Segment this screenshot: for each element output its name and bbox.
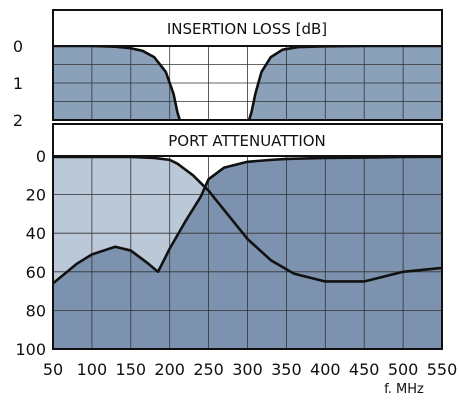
port-attenuation-frame: [52, 155, 443, 350]
xtick-500: 500: [388, 360, 419, 379]
port-attenuation-ytick-0: 0: [36, 147, 46, 166]
xtick-300: 300: [232, 360, 263, 379]
port-attenuation-ytick-100: 100: [15, 340, 46, 359]
xtick-400: 400: [310, 360, 341, 379]
insertion-loss-frame: [52, 45, 443, 121]
port-attenuation-title: PORT ATTENUATTION: [168, 132, 326, 150]
xtick-250: 250: [193, 360, 224, 379]
port-attenuation-ytick-60: 60: [26, 263, 46, 282]
xtick-150: 150: [116, 360, 147, 379]
frequency-x-ticks: 50 100 150 200 250 300 350 400 450 500 550: [43, 360, 457, 379]
port-attenuation-ytick-40: 40: [26, 224, 46, 243]
insertion-loss-curve-2: [247, 46, 442, 120]
xtick-100: 100: [77, 360, 108, 379]
xtick-50: 50: [43, 360, 63, 379]
xtick-200: 200: [154, 360, 185, 379]
xtick-350: 350: [271, 360, 302, 379]
insertion-loss-ytick-0: 0: [13, 37, 23, 56]
xtick-550: 550: [427, 360, 458, 379]
x-axis-label: f. MHz: [384, 382, 424, 397]
insertion-loss-title-band: [52, 9, 443, 47]
port-attenuation-ytick-20: 20: [26, 186, 46, 205]
insertion-loss-y-ticks: 0 1 2: [13, 37, 23, 130]
port-attenuation-curves: [53, 156, 442, 285]
xtick-450: 450: [349, 360, 380, 379]
insertion-loss-ytick-1: 1: [13, 74, 23, 93]
insertion-loss-ytick-2: 2: [13, 111, 23, 130]
port-attenuation-y-ticks: 0 20 40 60 80 100: [15, 147, 46, 359]
port-attenuation-curve-1: [53, 156, 442, 283]
port-attenuation-curve-2: [53, 156, 442, 285]
port-attenuation-ytick-80: 80: [26, 301, 46, 320]
insertion-loss-title: INSERTION LOSS [dB]: [167, 20, 327, 38]
